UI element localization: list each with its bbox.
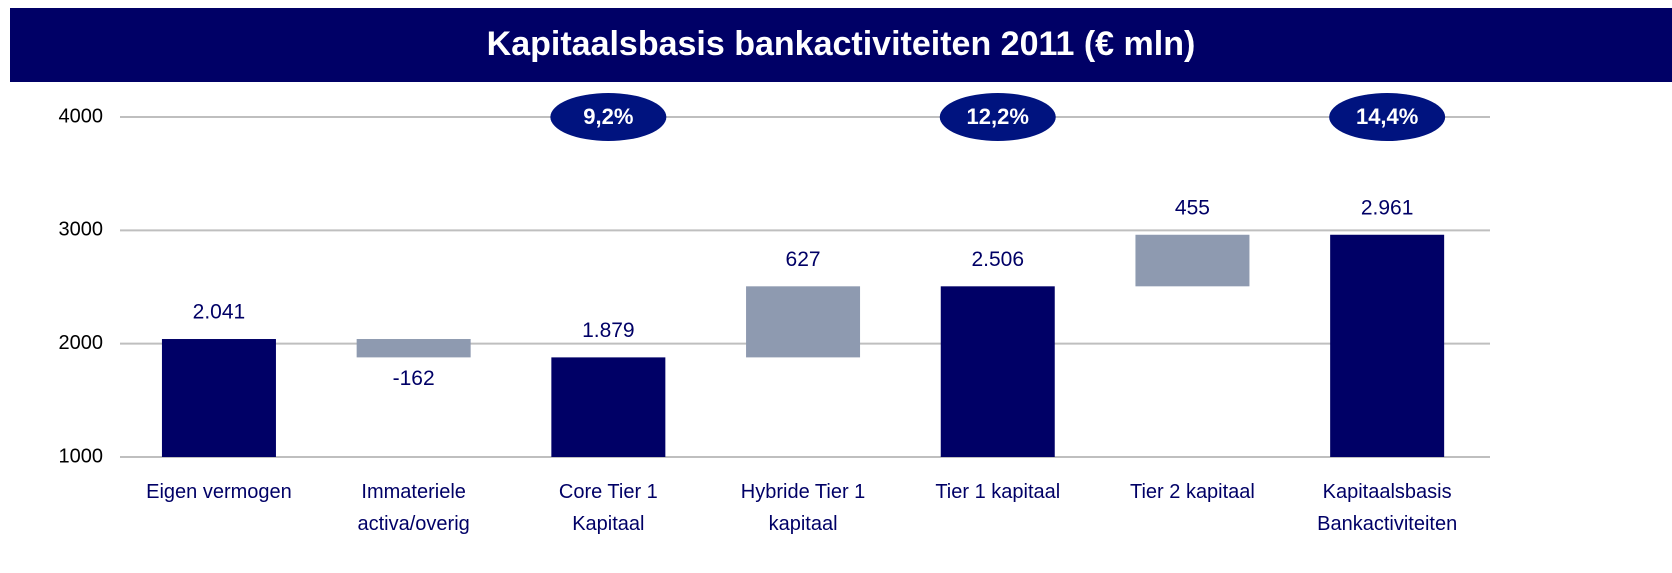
ratio-badge xyxy=(550,93,667,141)
value-label: -162 xyxy=(393,367,435,390)
value-label: 2.506 xyxy=(971,248,1024,271)
x-tick-label: Kapitaalsbasis Bankactiviteiten xyxy=(1317,481,1457,535)
value-label: 1.879 xyxy=(582,319,635,342)
bar xyxy=(551,357,666,457)
ratio-label: 12,2% xyxy=(967,104,1029,129)
x-tick-label: Eigen vermogen xyxy=(146,481,292,503)
y-tick-label: 1000 xyxy=(59,445,104,467)
x-tick-label: Tier 2 kapitaal xyxy=(1130,481,1255,503)
ratio-badge xyxy=(1329,93,1446,141)
value-label: 627 xyxy=(786,248,821,271)
y-tick-label: 3000 xyxy=(59,219,104,241)
bar xyxy=(356,339,471,358)
bar xyxy=(161,339,276,457)
x-tick-label: Immateriele activa/overig xyxy=(358,481,470,535)
x-tick-label: Core Tier 1 Kapitaal xyxy=(559,481,658,535)
value-label: 455 xyxy=(1175,196,1210,219)
chart-title: Kapitaalsbasis bankactiviteiten 2011 (€ … xyxy=(487,25,1196,63)
ratio-label: 9,2% xyxy=(583,104,633,129)
x-tick-label: Hybride Tier 1 kapitaal xyxy=(741,481,866,535)
bar xyxy=(1330,234,1445,457)
bar xyxy=(746,286,861,358)
title-band xyxy=(10,8,1672,82)
y-tick-label: 2000 xyxy=(59,332,104,354)
value-label: 2.961 xyxy=(1361,196,1414,219)
bar xyxy=(1135,234,1250,287)
value-label: 2.041 xyxy=(193,301,246,324)
ratio-badge xyxy=(939,93,1056,141)
ratio-label: 14,4% xyxy=(1356,104,1418,129)
x-tick-label: Tier 1 kapitaal xyxy=(935,481,1060,503)
y-tick-label: 4000 xyxy=(59,105,104,127)
bar xyxy=(940,286,1055,457)
